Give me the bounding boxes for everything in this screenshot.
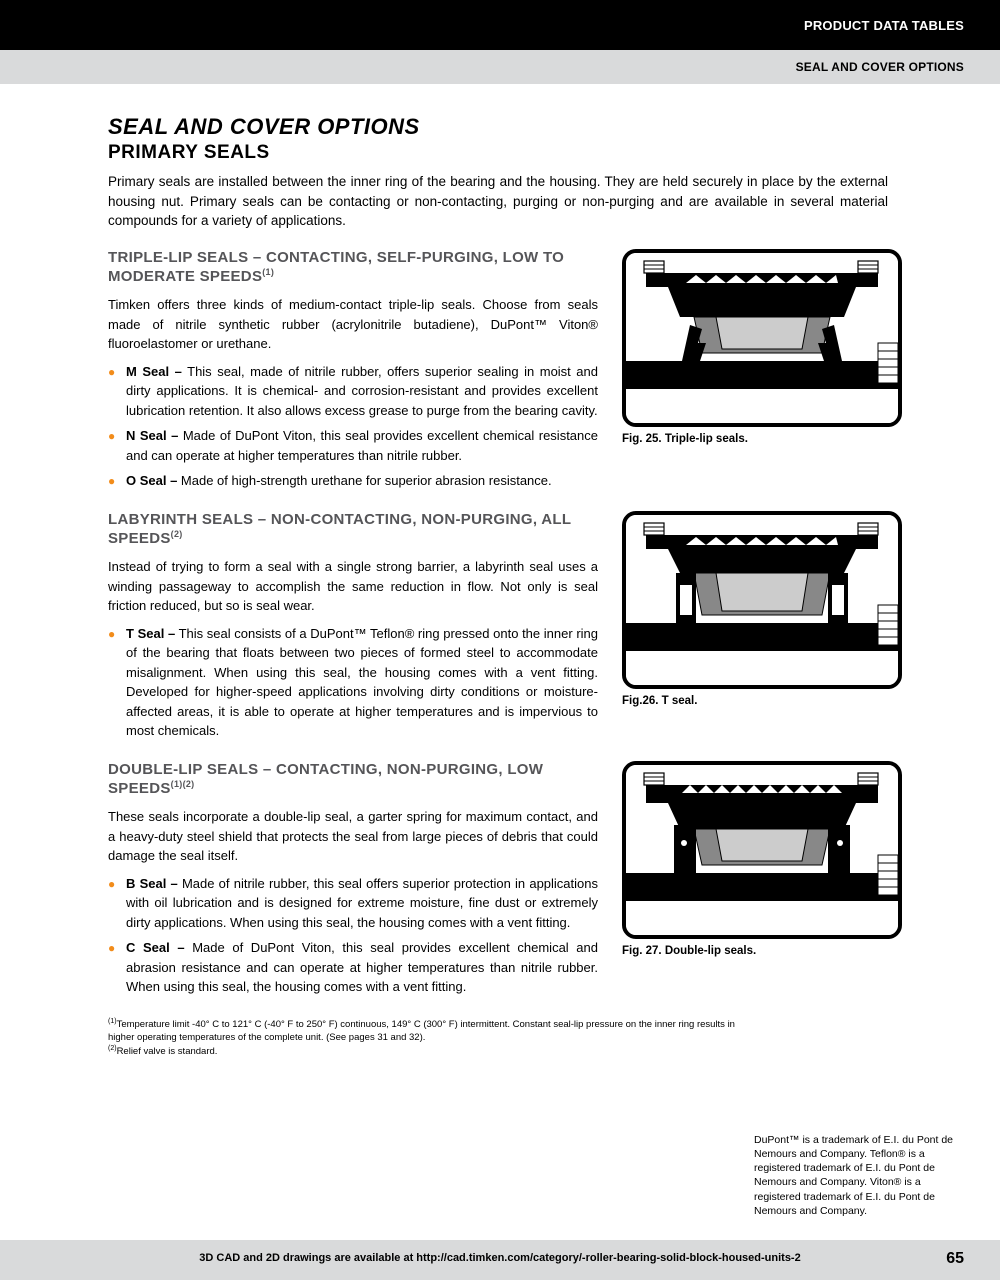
figure-26 <box>622 511 902 689</box>
section-double-lip: DOUBLE-LIP SEALS – CONTACTING, NON-PURGI… <box>108 761 964 1003</box>
section-head: LABYRINTH SEALS – NON-CONTACTING, NON-PU… <box>108 511 598 550</box>
section-head: DOUBLE-LIP SEALS – CONTACTING, NON-PURGI… <box>108 761 598 800</box>
footer-text: 3D CAD and 2D drawings are available at … <box>0 1252 1000 1264</box>
bullet-item: O Seal – Made of high-strength urethane … <box>108 471 598 491</box>
figure-caption: Fig.26. T seal. <box>622 695 902 707</box>
section-body: These seals incorporate a double-lip sea… <box>108 807 598 866</box>
footer-bar: 3D CAD and 2D drawings are available at … <box>0 1240 1000 1280</box>
bullet-item: M Seal – This seal, made of nitrile rubb… <box>108 362 598 421</box>
bullet-item: T Seal – This seal consists of a DuPont™… <box>108 624 598 741</box>
figure-caption: Fig. 25. Triple-lip seals. <box>622 433 902 445</box>
bullet-item: C Seal – Made of DuPont Viton, this seal… <box>108 938 598 997</box>
header-gray-bar: SEAL AND COVER OPTIONS <box>0 50 1000 84</box>
header-black-bar: PRODUCT DATA TABLES <box>0 0 1000 50</box>
figure-27 <box>622 761 902 939</box>
section-head: TRIPLE-LIP SEALS – CONTACTING, SELF-PURG… <box>108 249 598 288</box>
bullet-list: B Seal – Made of nitrile rubber, this se… <box>108 874 598 997</box>
section-body: Timken offers three kinds of medium-cont… <box>108 295 598 354</box>
page-number: 65 <box>946 1250 964 1268</box>
page-content: SEAL AND COVER OPTIONS PRIMARY SEALS Pri… <box>0 84 1000 1059</box>
bullet-list: M Seal – This seal, made of nitrile rubb… <box>108 362 598 491</box>
bullet-item: N Seal – Made of DuPont Viton, this seal… <box>108 426 598 465</box>
section-triple-lip: TRIPLE-LIP SEALS – CONTACTING, SELF-PURG… <box>108 249 964 497</box>
bullet-item: B Seal – Made of nitrile rubber, this se… <box>108 874 598 933</box>
sub-title: PRIMARY SEALS <box>108 142 964 164</box>
main-title: SEAL AND COVER OPTIONS <box>108 114 964 140</box>
figure-25 <box>622 249 902 427</box>
header-black-text: PRODUCT DATA TABLES <box>804 18 964 33</box>
intro-paragraph: Primary seals are installed between the … <box>108 172 888 231</box>
bullet-list: T Seal – This seal consists of a DuPont™… <box>108 624 598 741</box>
footnotes: (1)Temperature limit -40° C to 121° C (-… <box>108 1017 748 1060</box>
header-gray-text: SEAL AND COVER OPTIONS <box>796 60 964 74</box>
figure-caption: Fig. 27. Double-lip seals. <box>622 945 902 957</box>
section-labyrinth: LABYRINTH SEALS – NON-CONTACTING, NON-PU… <box>108 511 964 747</box>
section-body: Instead of trying to form a seal with a … <box>108 557 598 616</box>
trademark-block: DuPont™ is a trademark of E.I. du Pont d… <box>754 1133 964 1218</box>
